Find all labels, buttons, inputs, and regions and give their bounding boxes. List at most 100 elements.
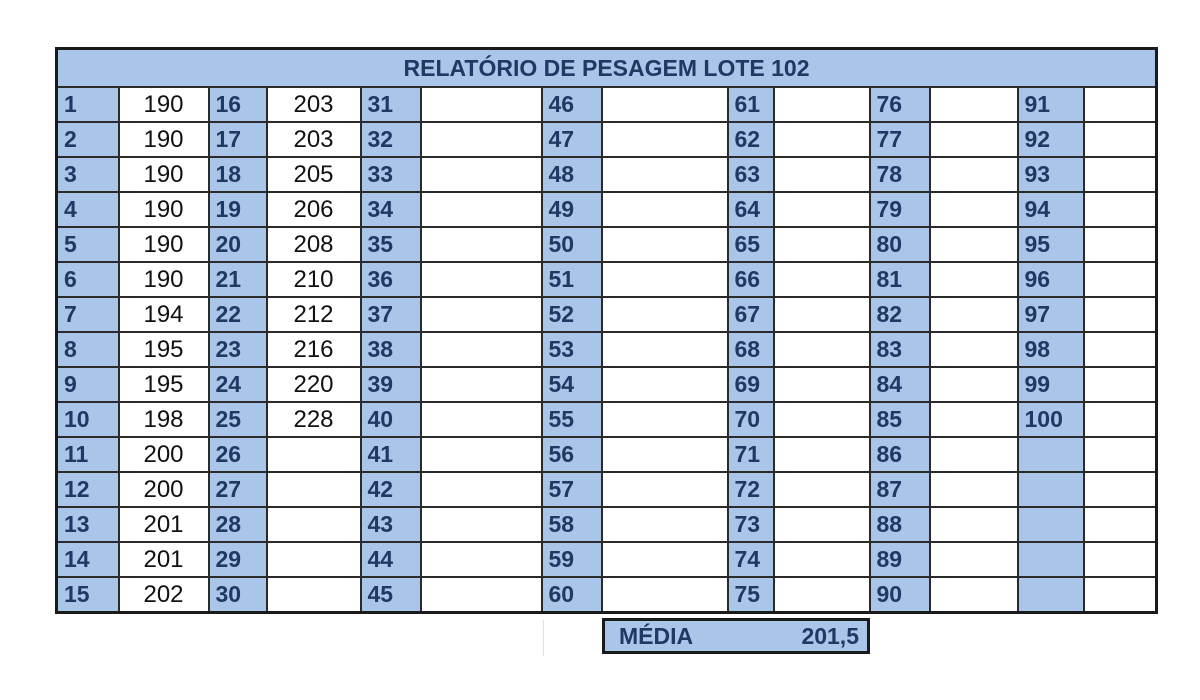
weight-cell[interactable] — [1082, 226, 1158, 263]
weight-cell[interactable] — [600, 191, 729, 228]
weight-cell[interactable] — [772, 401, 871, 438]
weight-cell[interactable] — [600, 156, 729, 193]
weight-cell[interactable]: 190 — [117, 191, 210, 228]
weight-cell[interactable]: 203 — [265, 86, 362, 123]
weight-cell[interactable] — [1082, 471, 1158, 508]
weight-cell[interactable]: 205 — [265, 156, 362, 193]
weight-cell[interactable] — [1082, 191, 1158, 228]
weight-cell[interactable]: 216 — [265, 331, 362, 368]
weight-cell[interactable] — [772, 296, 871, 333]
weight-cell[interactable]: 190 — [117, 121, 210, 158]
weight-cell[interactable] — [419, 191, 543, 228]
weight-cell[interactable] — [419, 296, 543, 333]
weight-cell[interactable]: 195 — [117, 331, 210, 368]
weight-cell[interactable] — [419, 541, 543, 578]
weight-cell[interactable]: 210 — [265, 261, 362, 298]
weight-cell[interactable]: 194 — [117, 296, 210, 333]
weight-cell[interactable] — [1082, 401, 1158, 438]
weight-cell[interactable] — [419, 121, 543, 158]
weight-cell[interactable] — [419, 436, 543, 473]
weight-cell[interactable] — [928, 506, 1019, 543]
weight-cell[interactable] — [928, 226, 1019, 263]
weight-cell[interactable] — [928, 331, 1019, 368]
weight-cell[interactable] — [1082, 541, 1158, 578]
weight-cell[interactable] — [928, 436, 1019, 473]
weight-cell[interactable] — [772, 261, 871, 298]
weight-cell[interactable] — [600, 86, 729, 123]
weight-cell[interactable] — [265, 436, 362, 473]
weight-cell[interactable]: 202 — [117, 576, 210, 614]
weight-cell[interactable] — [419, 576, 543, 614]
weight-cell[interactable] — [928, 576, 1019, 614]
weight-cell[interactable] — [772, 121, 871, 158]
weight-cell[interactable] — [419, 366, 543, 403]
weight-cell[interactable]: 220 — [265, 366, 362, 403]
weight-cell[interactable] — [772, 541, 871, 578]
weight-cell[interactable]: 201 — [117, 506, 210, 543]
weight-cell[interactable] — [928, 156, 1019, 193]
weight-cell[interactable]: 195 — [117, 366, 210, 403]
weight-cell[interactable] — [1082, 261, 1158, 298]
weight-cell[interactable] — [928, 261, 1019, 298]
weight-cell[interactable] — [600, 541, 729, 578]
weight-cell[interactable] — [772, 191, 871, 228]
weight-cell[interactable] — [928, 541, 1019, 578]
weight-cell[interactable]: 200 — [117, 471, 210, 508]
weight-cell[interactable]: 190 — [117, 86, 210, 123]
weight-cell[interactable] — [772, 156, 871, 193]
weight-cell[interactable]: 203 — [265, 121, 362, 158]
weight-cell[interactable] — [419, 401, 543, 438]
weight-cell[interactable] — [419, 506, 543, 543]
weight-cell[interactable] — [600, 331, 729, 368]
weight-cell[interactable] — [928, 86, 1019, 123]
weight-cell[interactable] — [1082, 156, 1158, 193]
weight-cell[interactable] — [772, 506, 871, 543]
weight-cell[interactable] — [600, 401, 729, 438]
weight-cell[interactable]: 212 — [265, 296, 362, 333]
weight-cell[interactable] — [928, 401, 1019, 438]
weight-cell[interactable] — [265, 541, 362, 578]
weight-cell[interactable] — [419, 471, 543, 508]
weight-cell[interactable]: 201 — [117, 541, 210, 578]
weight-cell[interactable] — [600, 436, 729, 473]
weight-cell[interactable] — [928, 296, 1019, 333]
weight-cell[interactable] — [772, 86, 871, 123]
weight-cell[interactable] — [419, 226, 543, 263]
weight-cell[interactable] — [265, 576, 362, 614]
weight-cell[interactable] — [1082, 506, 1158, 543]
weight-cell[interactable] — [419, 261, 543, 298]
weight-cell[interactable] — [265, 471, 362, 508]
weight-cell[interactable]: 190 — [117, 261, 210, 298]
weight-cell[interactable] — [772, 366, 871, 403]
weight-cell[interactable] — [600, 576, 729, 614]
weight-cell[interactable] — [600, 366, 729, 403]
weight-cell[interactable]: 206 — [265, 191, 362, 228]
weight-cell[interactable] — [772, 331, 871, 368]
weight-cell[interactable]: 200 — [117, 436, 210, 473]
weight-cell[interactable] — [1082, 576, 1158, 614]
weight-cell[interactable] — [600, 226, 729, 263]
weight-cell[interactable] — [419, 331, 543, 368]
weight-cell[interactable] — [928, 121, 1019, 158]
weight-cell[interactable] — [600, 471, 729, 508]
weight-cell[interactable] — [1082, 121, 1158, 158]
weight-cell[interactable] — [928, 471, 1019, 508]
weight-cell[interactable] — [928, 366, 1019, 403]
weight-cell[interactable] — [1082, 366, 1158, 403]
weight-cell[interactable] — [772, 576, 871, 614]
weight-cell[interactable] — [265, 506, 362, 543]
weight-cell[interactable] — [772, 471, 871, 508]
weight-cell[interactable] — [772, 436, 871, 473]
weight-cell[interactable] — [772, 226, 871, 263]
weight-cell[interactable] — [600, 296, 729, 333]
weight-cell[interactable]: 198 — [117, 401, 210, 438]
weight-cell[interactable] — [928, 191, 1019, 228]
weight-cell[interactable] — [419, 86, 543, 123]
weight-cell[interactable]: 228 — [265, 401, 362, 438]
weight-cell[interactable] — [1082, 331, 1158, 368]
weight-cell[interactable] — [600, 261, 729, 298]
weight-cell[interactable]: 208 — [265, 226, 362, 263]
weight-cell[interactable]: 190 — [117, 226, 210, 263]
weight-cell[interactable] — [1082, 86, 1158, 123]
weight-cell[interactable] — [1082, 296, 1158, 333]
